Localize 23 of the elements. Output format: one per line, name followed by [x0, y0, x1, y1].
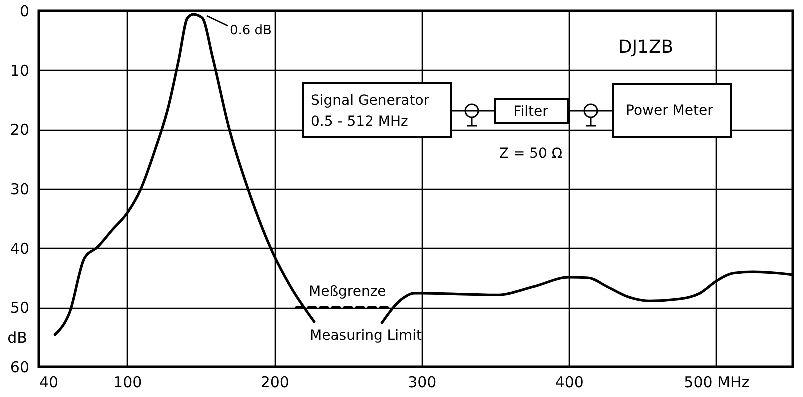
y-tick-label: 30: [10, 180, 30, 198]
annotation: Power Meter: [626, 102, 714, 119]
annotation: Signal Generator: [311, 92, 430, 109]
y-axis-title: dB: [8, 328, 28, 347]
annotation: Z = 50 Ω: [499, 146, 563, 162]
x-tick-label: 100: [114, 374, 142, 392]
x-tick-label: 40: [40, 374, 59, 392]
annotation: Measuring Limit: [310, 328, 423, 344]
x-tick-label: 500 MHz: [684, 374, 750, 392]
y-tick-label: 0: [20, 2, 30, 20]
y-tick-label: 50: [10, 299, 30, 318]
y-tick-label: 10: [10, 62, 30, 80]
annotation: DJ1ZB: [618, 36, 674, 58]
y-tick-label: 20: [10, 121, 30, 140]
annotation: 0.5 - 512 MHz: [311, 114, 408, 130]
x-tick-label: 200: [260, 374, 290, 392]
x-tick-label: 300: [408, 374, 437, 392]
y-tick-label: 60: [10, 358, 30, 376]
x-tick-label: 400: [555, 374, 584, 392]
annotation: Meßgrenze: [309, 284, 386, 300]
annotation: 0.6 dB: [230, 24, 272, 39]
y-tick-label: 40: [10, 240, 30, 258]
annotation: Filter: [514, 104, 549, 120]
